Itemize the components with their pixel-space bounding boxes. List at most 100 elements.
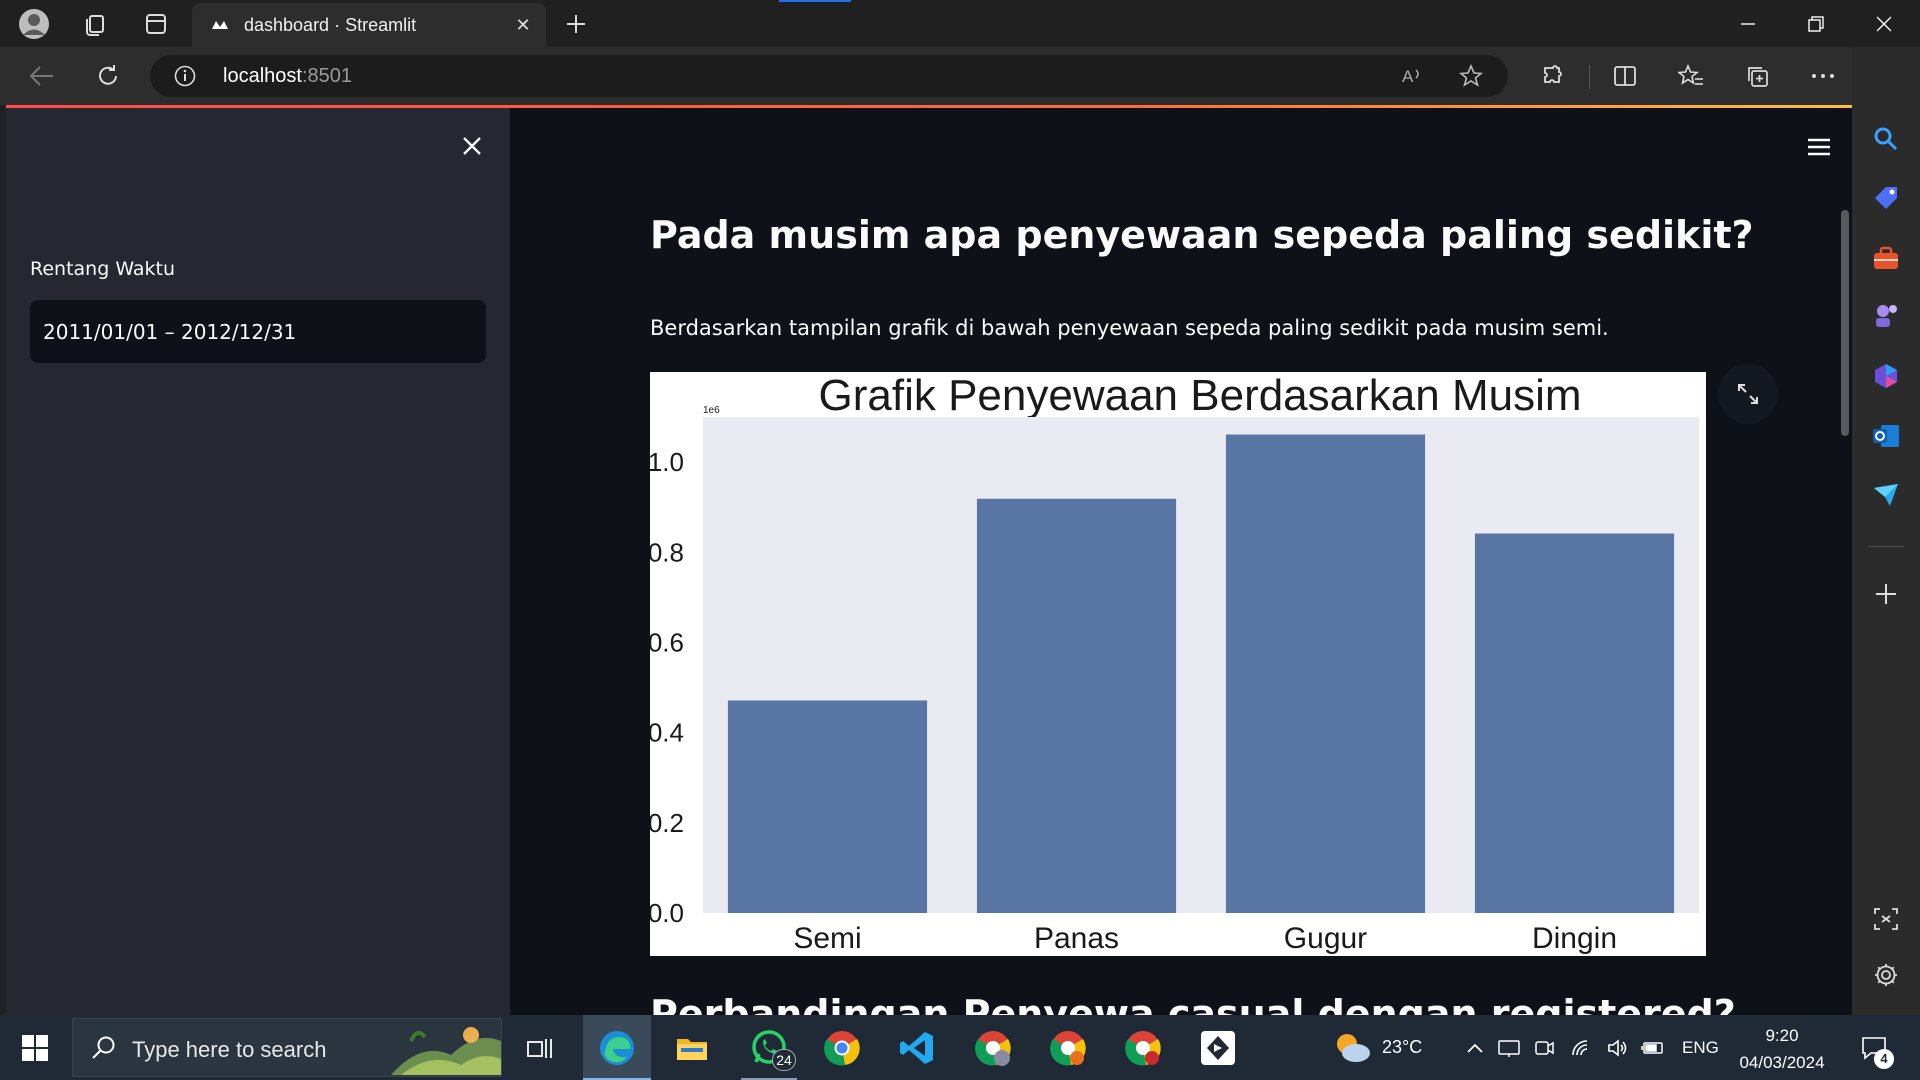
whatsapp-unread-badge: 24 <box>772 1049 796 1071</box>
new-tab-icon[interactable] <box>556 0 596 47</box>
chrome-profile-warning-icon[interactable] <box>1118 1015 1168 1080</box>
edge-sidebar <box>1852 47 1920 1015</box>
task-view-icon[interactable] <box>518 1015 562 1080</box>
input-language[interactable]: ENG <box>1682 1038 1719 1057</box>
taskbar-search-box[interactable]: Type here to search <box>72 1018 502 1077</box>
streamlit-top-decoration <box>6 105 1852 108</box>
read-aloud-icon[interactable]: A <box>1400 63 1426 89</box>
minimize-icon[interactable] <box>1714 0 1782 47</box>
tab-title: dashboard · Streamlit <box>244 14 417 35</box>
settings-gear-icon[interactable] <box>1869 958 1903 992</box>
collections-icon[interactable] <box>1737 56 1777 96</box>
send-icon[interactable] <box>1869 478 1903 512</box>
url-host: localhost <box>223 65 302 87</box>
tab-accent-bar <box>779 0 851 2</box>
chrome-profile-alert-icon[interactable] <box>1043 1015 1093 1080</box>
wifi-icon[interactable] <box>1568 1015 1596 1080</box>
show-hidden-icons-icon[interactable] <box>1460 1015 1490 1080</box>
sidebar-separator <box>1868 546 1904 547</box>
app-launcher-icon[interactable] <box>1193 1015 1243 1080</box>
toolbar-divider <box>1589 65 1590 89</box>
x-tick-label: Semi <box>793 922 861 955</box>
favorites-icon[interactable] <box>1671 56 1711 96</box>
shopping-tag-icon[interactable] <box>1869 181 1903 215</box>
chrome-icon[interactable] <box>818 1015 866 1080</box>
chart-title: Grafik Penyewaan Berdasarkan Musim <box>819 372 1582 420</box>
close-window-icon[interactable] <box>1850 0 1918 47</box>
file-explorer-icon[interactable] <box>665 1015 719 1080</box>
games-icon[interactable] <box>1869 299 1903 333</box>
chrome-profile-icon[interactable] <box>968 1015 1018 1080</box>
display-icon[interactable] <box>1494 1015 1524 1080</box>
back-arrow-icon[interactable] <box>22 56 62 96</box>
streamlit-logo-icon <box>210 15 230 35</box>
workspaces-icon[interactable] <box>72 0 116 47</box>
x-tick-label: Panas <box>1034 922 1119 955</box>
bar-gugur <box>1225 434 1426 913</box>
outlook-icon[interactable] <box>1869 419 1903 453</box>
url-port: :8501 <box>301 65 352 87</box>
taskbar-edge-icon[interactable] <box>583 1015 651 1080</box>
main-scrollbar[interactable] <box>1841 210 1849 436</box>
vscode-icon[interactable] <box>892 1015 942 1080</box>
edge-active-indicator <box>583 1078 651 1080</box>
whatsapp-running-indicator <box>741 1078 797 1080</box>
favorite-star-icon[interactable] <box>1458 63 1484 89</box>
extensions-icon[interactable] <box>1533 56 1573 96</box>
notification-center-icon[interactable]: 4 <box>1852 1015 1896 1080</box>
y-tick-label: 0.4 <box>650 718 684 748</box>
url-bar[interactable]: localhost:8501 A <box>150 55 1508 97</box>
sidebar-close-icon[interactable] <box>457 131 487 161</box>
microsoft-365-icon[interactable] <box>1869 359 1903 393</box>
site-info-icon[interactable] <box>174 65 196 87</box>
split-screen-icon[interactable] <box>1605 56 1645 96</box>
weather-icon[interactable] <box>1330 1015 1374 1080</box>
windows-start-icon[interactable] <box>0 1015 70 1080</box>
search-icon[interactable] <box>1869 122 1903 156</box>
section-heading: Pada musim apa penyewaan sepeda paling s… <box>650 213 1754 257</box>
fullscreen-expand-icon[interactable] <box>1718 364 1778 424</box>
next-section-heading: Perbandingan Penyewa casual dengan regis… <box>650 992 1736 1015</box>
whatsapp-icon[interactable]: 24 <box>740 1015 798 1080</box>
y-tick-label: 1.0 <box>650 447 684 477</box>
x-tick-label: Gugur <box>1284 922 1367 955</box>
streamlit-sidebar: Rentang Waktu 2011/01/01 – 2012/12/31 <box>6 108 510 1015</box>
date-range-input[interactable]: 2011/01/01 – 2012/12/31 <box>30 300 486 363</box>
tools-icon[interactable] <box>1869 241 1903 275</box>
svg-text:A: A <box>1402 67 1414 86</box>
notification-count-badge: 4 <box>1874 1049 1894 1069</box>
more-options-icon[interactable] <box>1803 56 1843 96</box>
chart-svg: Grafik Penyewaan Berdasarkan Musim 1e6 0… <box>648 371 1699 955</box>
streamlit-main: Pada musim apa penyewaan sepeda paling s… <box>510 108 1852 1015</box>
tab-dashboard[interactable]: dashboard · Streamlit ✕ <box>192 3 546 47</box>
clock-date[interactable]: 04/03/2024 <box>1739 1053 1825 1072</box>
windows-taskbar: Type here to search 24 <box>0 1015 1920 1080</box>
screenshot-icon[interactable] <box>1869 902 1903 936</box>
season-bar-chart: Grafik Penyewaan Berdasarkan Musim 1e6 0… <box>648 371 1706 956</box>
taskbar-search-placeholder: Type here to search <box>132 1037 327 1062</box>
browser-tab-bar: dashboard · Streamlit ✕ <box>0 0 1920 47</box>
volume-icon[interactable] <box>1604 1015 1632 1080</box>
tab-actions-icon[interactable] <box>134 0 178 47</box>
refresh-icon[interactable] <box>88 56 128 96</box>
section-paragraph: Berdasarkan tampilan grafik di bawah pen… <box>650 316 1609 340</box>
y-tick-label: 0.8 <box>650 537 684 567</box>
date-range-value: 2011/01/01 – 2012/12/31 <box>43 320 297 344</box>
x-tick-label: Dingin <box>1532 922 1617 955</box>
hamburger-menu-icon[interactable] <box>1804 132 1834 162</box>
clock-time[interactable]: 9:20 <box>1765 1026 1799 1045</box>
search-highlight-illustration-icon <box>391 1021 501 1080</box>
profile-avatar-icon[interactable] <box>12 0 56 47</box>
tab-close-icon[interactable]: ✕ <box>515 14 531 35</box>
battery-icon[interactable] <box>1638 1015 1668 1080</box>
taskbar-search-icon <box>91 1035 117 1066</box>
weather-temperature: 23°C <box>1382 1037 1423 1057</box>
date-range-label: Rentang Waktu <box>30 258 176 280</box>
add-icon[interactable] <box>1869 577 1903 611</box>
restore-icon[interactable] <box>1782 0 1850 47</box>
bar-panas <box>976 498 1177 913</box>
y-tick-label: 0.6 <box>650 627 684 657</box>
y-tick-label: 0.2 <box>650 808 684 838</box>
bar-semi <box>727 700 928 913</box>
meet-now-icon[interactable] <box>1530 1015 1558 1080</box>
